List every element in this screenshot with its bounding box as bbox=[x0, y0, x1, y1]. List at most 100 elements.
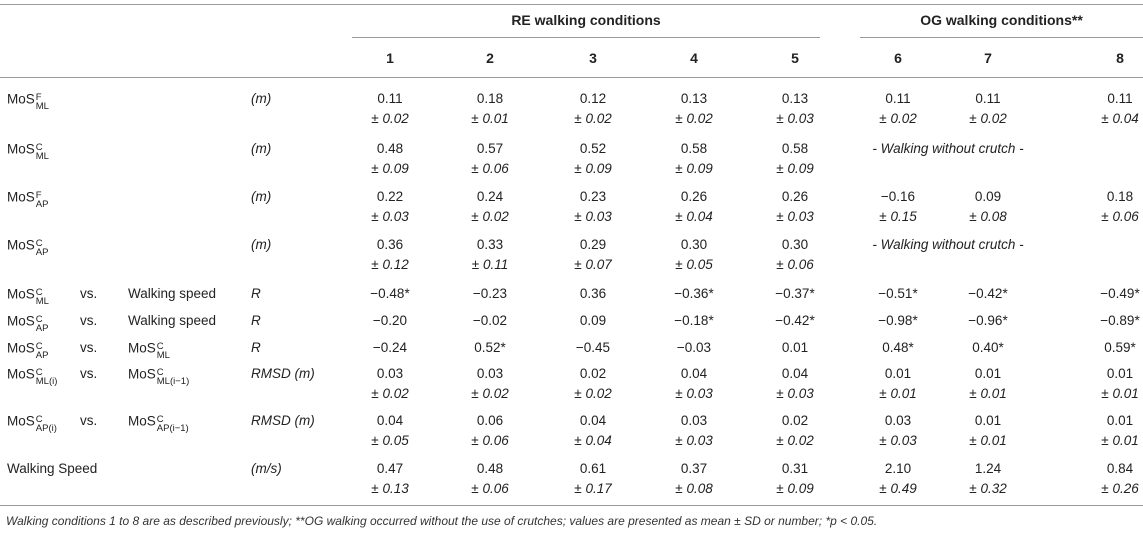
row-label: MoS C AP bbox=[7, 340, 49, 361]
table-footnote: Walking conditions 1 to 8 are as describ… bbox=[6, 514, 878, 528]
sd-number: 0.09 bbox=[787, 481, 814, 496]
re-group-rule bbox=[352, 37, 820, 38]
versus-label: vs. bbox=[80, 340, 98, 355]
mos-base: MoS bbox=[128, 340, 156, 356]
mos-base: MoS bbox=[128, 413, 156, 429]
sd-value: ± 0.01 bbox=[879, 386, 917, 401]
value-cell: 0.01 ± 0.01 bbox=[1075, 364, 1143, 404]
value-cell: −0.16 ± 0.15 bbox=[853, 187, 943, 227]
mos-superscript: C bbox=[156, 341, 164, 352]
mean-value: 0.31 bbox=[781, 461, 809, 476]
value-cell: −0.37* bbox=[750, 284, 840, 304]
mean-value: 0.04 bbox=[781, 366, 809, 381]
value-cell: −0.48* bbox=[345, 284, 435, 304]
row-label: MoS C ML bbox=[7, 286, 49, 307]
mean-value: 0.47 bbox=[376, 461, 404, 476]
mos-indices: C AP bbox=[35, 238, 49, 258]
mean-value: 0.04 bbox=[376, 413, 404, 428]
sd-value: ± 0.02 bbox=[574, 386, 612, 401]
value-cell: −0.51* bbox=[853, 284, 943, 304]
value-cell: 0.23 ± 0.03 bbox=[548, 187, 638, 227]
sd-number: 0.06 bbox=[482, 433, 509, 448]
value-cell: 0.36 ± 0.12 bbox=[345, 235, 435, 275]
mos-indices: F ML bbox=[35, 92, 49, 112]
sd-value: ± 0.02 bbox=[471, 209, 509, 224]
mos-base: MoS bbox=[7, 91, 35, 107]
sd-value: ± 0.09 bbox=[776, 161, 814, 176]
mean-value: −0.89* bbox=[1100, 313, 1140, 328]
sd-value: ± 0.08 bbox=[969, 209, 1007, 224]
value-cell: 0.03 ± 0.02 bbox=[445, 364, 535, 404]
sd-value: ± 0.04 bbox=[574, 433, 612, 448]
sd-value: ± 0.17 bbox=[574, 481, 612, 496]
value-cell: 0.01 ± 0.01 bbox=[943, 411, 1033, 451]
sd-value: ± 0.15 bbox=[879, 209, 917, 224]
mean-value: 0.61 bbox=[579, 461, 607, 476]
sd-value: ± 0.04 bbox=[675, 209, 713, 224]
mean-value: 0.11 bbox=[1107, 91, 1133, 106]
unit-label: R bbox=[251, 313, 261, 328]
row-label: MoS C AP bbox=[7, 313, 49, 334]
sd-value: ± 0.03 bbox=[776, 386, 814, 401]
mean-value: 0.01 bbox=[974, 413, 1002, 428]
value-cell: −0.23 bbox=[445, 284, 535, 304]
value-cell: 0.57 ± 0.06 bbox=[445, 139, 535, 179]
sd-number: 0.03 bbox=[787, 111, 814, 126]
mean-value: 0.02 bbox=[781, 413, 809, 428]
mos-superscript: C bbox=[156, 367, 164, 378]
sd-number: 0.06 bbox=[482, 481, 509, 496]
og-group-title: OG walking conditions** bbox=[920, 12, 1083, 28]
value-cell: 0.26 ± 0.04 bbox=[649, 187, 739, 227]
og-note: - Walking without crutch - bbox=[872, 237, 1024, 252]
mos-superscript: C bbox=[35, 238, 43, 249]
value-cell: 0.58 ± 0.09 bbox=[750, 139, 840, 179]
mos-base: MoS bbox=[7, 286, 35, 302]
mos-indices: C AP(i) bbox=[35, 414, 57, 434]
mean-value: 0.48 bbox=[476, 461, 504, 476]
mos-superscript: C bbox=[35, 414, 43, 425]
value-cell: −0.02 bbox=[445, 311, 535, 331]
mos-indices: C AP bbox=[35, 341, 49, 361]
value-cell: 0.01 ± 0.01 bbox=[853, 364, 943, 404]
value-cell: 0.59* bbox=[1075, 338, 1143, 358]
row-label: MoS F ML bbox=[7, 91, 49, 112]
unit-label: R bbox=[251, 286, 261, 301]
value-cell: 0.52 ± 0.09 bbox=[548, 139, 638, 179]
og-note: - Walking without crutch - bbox=[872, 141, 1024, 156]
value-cell: −0.42* bbox=[943, 284, 1033, 304]
mos-subscript: AP bbox=[35, 323, 49, 334]
sd-number: 0.03 bbox=[585, 209, 612, 224]
sd-number: 0.04 bbox=[686, 209, 713, 224]
sd-number: 0.04 bbox=[1112, 111, 1139, 126]
unit-label: (m) bbox=[251, 189, 272, 204]
value-cell: 0.02 ± 0.02 bbox=[548, 364, 638, 404]
mos-superscript: F bbox=[35, 92, 42, 103]
table-bottom-rule bbox=[0, 505, 1143, 506]
sd-number: 0.01 bbox=[890, 386, 917, 401]
sd-number: 0.02 bbox=[585, 111, 612, 126]
column-number: 1 bbox=[386, 50, 394, 66]
mean-value: 1.24 bbox=[974, 461, 1002, 476]
value-cell: 0.04 ± 0.04 bbox=[548, 411, 638, 451]
column-number: 4 bbox=[690, 50, 698, 66]
sd-number: 0.11 bbox=[482, 257, 509, 272]
column-number: 7 bbox=[984, 50, 992, 66]
value-cell: 0.30 ± 0.06 bbox=[750, 235, 840, 275]
mean-value: −0.36* bbox=[674, 286, 714, 301]
mean-value: 0.59* bbox=[1104, 340, 1136, 355]
mos-superscript: C bbox=[35, 341, 43, 352]
mean-value: −0.23 bbox=[472, 286, 508, 301]
mos-base: MoS bbox=[7, 313, 35, 329]
column-number: 8 bbox=[1116, 50, 1124, 66]
sd-number: 0.08 bbox=[980, 209, 1007, 224]
table-top-rule bbox=[0, 4, 1143, 5]
value-cell: 0.01 ± 0.01 bbox=[943, 364, 1033, 404]
sd-number: 0.12 bbox=[382, 257, 409, 272]
og-group-rule bbox=[860, 37, 1143, 38]
sd-number: 0.17 bbox=[585, 481, 612, 496]
value-cell: 0.13 ± 0.03 bbox=[750, 89, 840, 129]
unit-label: (m) bbox=[251, 141, 272, 156]
value-cell: 0.84 ± 0.26 bbox=[1075, 459, 1143, 499]
value-cell: 0.06 ± 0.06 bbox=[445, 411, 535, 451]
